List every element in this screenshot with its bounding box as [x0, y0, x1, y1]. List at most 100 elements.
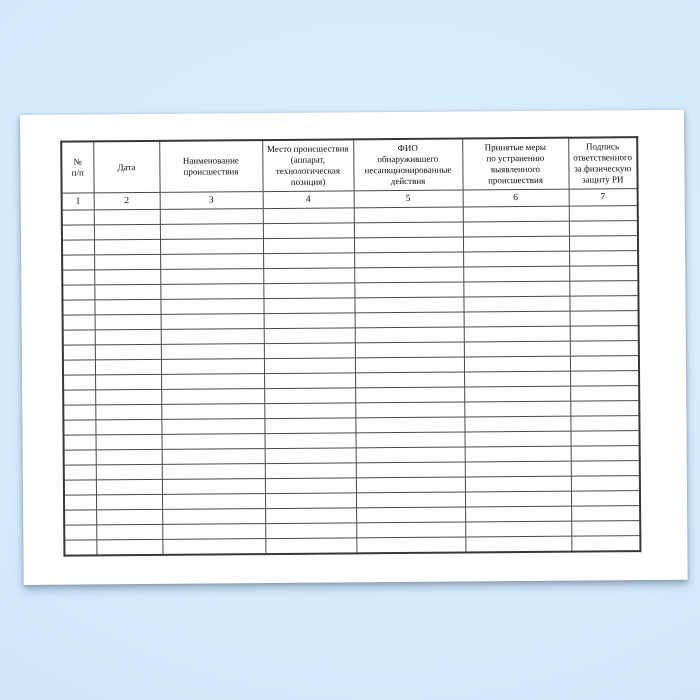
empty-cell [161, 478, 265, 495]
empty-cell [570, 415, 640, 432]
empty-cell [353, 237, 464, 253]
empty-cell [96, 524, 163, 540]
empty-cell [354, 357, 465, 373]
empty-cell [96, 509, 163, 525]
empty-cell [61, 239, 95, 256]
empty-cell [95, 389, 162, 405]
empty-cell [264, 477, 356, 494]
empty-cell [161, 493, 266, 510]
empty-cell [568, 220, 638, 237]
empty-cell [463, 311, 570, 328]
empty-cell [62, 299, 95, 316]
empty-cell [263, 327, 355, 344]
empty-cell [463, 296, 570, 313]
empty-cell [63, 494, 97, 511]
empty-cell [569, 295, 639, 312]
empty-cell [62, 344, 95, 361]
empty-cell [463, 281, 570, 298]
empty-cell [94, 284, 161, 300]
empty-cell [160, 298, 264, 315]
empty-cell [93, 224, 160, 240]
empty-cell [64, 509, 97, 526]
empty-cell [94, 359, 162, 375]
empty-cell [265, 537, 357, 554]
empty-cell [354, 327, 464, 343]
empty-cell [262, 207, 354, 224]
column-number: 1 [61, 192, 94, 211]
empty-cell [571, 535, 641, 552]
empty-cell [569, 280, 639, 297]
empty-cell [354, 312, 464, 328]
column-header: № п/п [61, 141, 94, 194]
column-header: ФИО обнаружившего несанкционированные де… [353, 138, 463, 191]
empty-cell [161, 373, 265, 390]
empty-cell [94, 269, 161, 285]
empty-cell [95, 449, 162, 465]
empty-cell [464, 461, 571, 478]
empty-cell [355, 477, 465, 493]
empty-cell [161, 433, 265, 450]
empty-cell [264, 492, 357, 509]
empty-cell [160, 253, 264, 270]
empty-cell [263, 342, 355, 359]
empty-cell [570, 490, 641, 507]
column-header: Дата [93, 140, 160, 193]
empty-cell [62, 269, 95, 286]
empty-cell [159, 238, 264, 255]
empty-cell [161, 448, 265, 465]
empty-cell [568, 235, 639, 252]
empty-cell [463, 341, 570, 358]
column-header: Место происшествия (аппарат, технологиче… [262, 139, 354, 192]
empty-cell [264, 372, 356, 389]
empty-cell [569, 310, 639, 327]
empty-cell [463, 266, 570, 283]
empty-cell [95, 479, 162, 495]
empty-cell [160, 283, 264, 300]
empty-cell [96, 539, 163, 555]
empty-cell [62, 329, 95, 346]
empty-cell [354, 297, 464, 313]
empty-cell [160, 313, 264, 330]
empty-cell [355, 402, 465, 418]
empty-cell [355, 432, 465, 448]
empty-cell [464, 386, 571, 403]
empty-cell [570, 430, 640, 447]
empty-cell [63, 449, 96, 466]
empty-cell [569, 250, 639, 267]
empty-cell [94, 329, 161, 345]
empty-cell [464, 446, 571, 463]
empty-cell [265, 522, 357, 539]
empty-cell [95, 374, 162, 390]
empty-cell [263, 357, 356, 374]
empty-cell [95, 494, 163, 510]
empty-cell [569, 325, 639, 342]
empty-cell [62, 284, 95, 301]
empty-cell [162, 523, 266, 540]
empty-cell [465, 506, 572, 523]
empty-cell [353, 222, 463, 238]
column-number: 7 [568, 188, 638, 207]
empty-cell [161, 403, 265, 420]
empty-cell [63, 419, 96, 436]
empty-cell [94, 314, 161, 330]
empty-cell [354, 252, 464, 268]
empty-cell [570, 370, 640, 387]
empty-cell [462, 206, 569, 223]
empty-cell [264, 387, 356, 404]
empty-cell [62, 359, 96, 376]
empty-cell [63, 464, 96, 481]
empty-cell [353, 207, 463, 223]
empty-cell [464, 476, 571, 493]
empty-cell [63, 389, 96, 406]
empty-cell [569, 265, 639, 282]
document-page: № п/п Дата Наименование происшествия Место … [20, 109, 688, 585]
empty-cell [355, 387, 465, 403]
empty-cell [264, 432, 356, 449]
empty-cell [95, 419, 162, 435]
column-header: Принятые меры по устранению выявленного … [462, 137, 569, 191]
empty-cell [95, 404, 162, 420]
empty-cell [64, 539, 97, 556]
empty-cell [63, 374, 96, 391]
column-header: Подпись ответственного за физическую защ… [568, 137, 638, 190]
empty-cell [265, 507, 357, 524]
